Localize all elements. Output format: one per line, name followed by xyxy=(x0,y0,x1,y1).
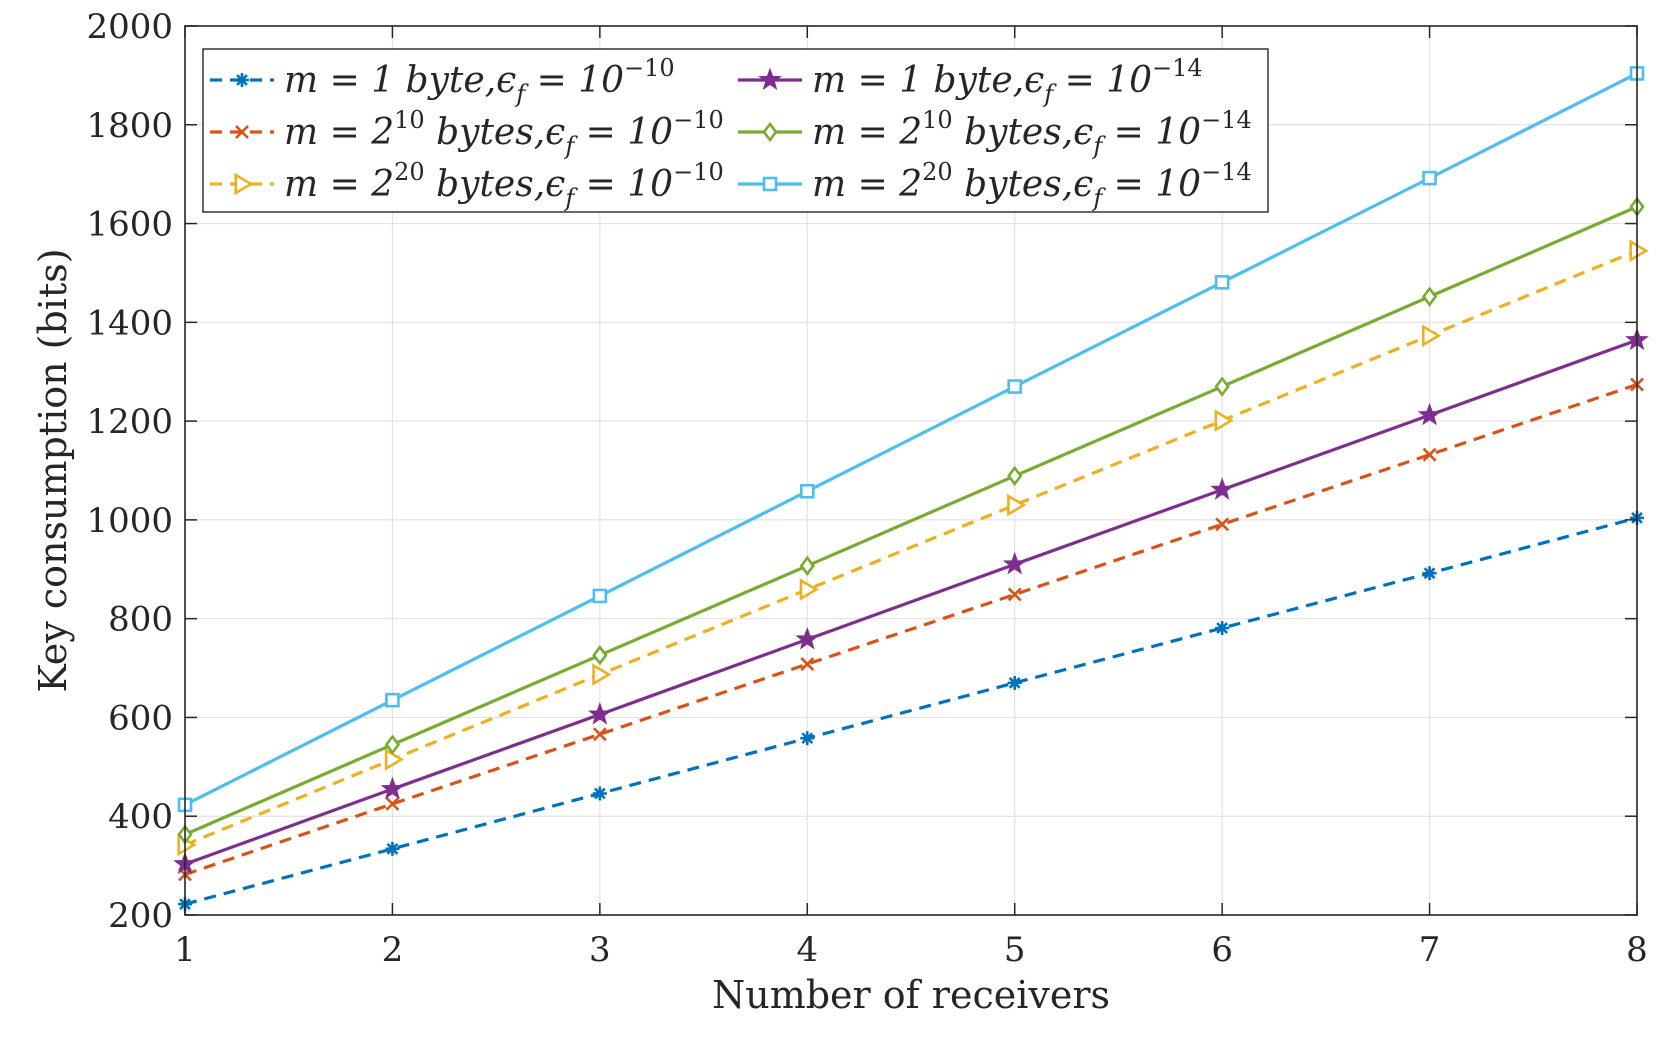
tick-labels: 1 2 3 4 5 6 7 8 200 400 600 800 1000 1200 1400 1600 1800… xyxy=(86,7,1647,970)
marker-star xyxy=(758,67,782,91)
series-3 xyxy=(177,239,1649,857)
series-line xyxy=(184,71,1638,807)
marker-asterisk xyxy=(1215,621,1230,636)
y-tick-label: 600 xyxy=(108,698,173,738)
axes xyxy=(184,25,1638,916)
series-2 xyxy=(178,377,1644,882)
marker-diamond xyxy=(762,121,778,143)
series-line xyxy=(184,205,1638,836)
y-tick-label: 200 xyxy=(108,896,173,936)
x-tick-label: 7 xyxy=(1419,930,1441,970)
x-tick-label: 8 xyxy=(1626,930,1648,970)
marker-x xyxy=(385,796,400,811)
marker-star xyxy=(1210,477,1235,500)
y-tick-label: 400 xyxy=(108,797,173,837)
axes-box xyxy=(184,25,1638,916)
marker-asterisk xyxy=(592,786,607,801)
marker-diamond xyxy=(384,734,401,755)
series-line xyxy=(184,383,1638,877)
marker-asterisk xyxy=(1422,566,1437,581)
x-tick-label: 2 xyxy=(382,930,404,970)
x-tick-label: 6 xyxy=(1211,930,1233,970)
marker-square xyxy=(592,588,608,604)
series-layer xyxy=(173,66,1649,912)
legend-box xyxy=(202,48,1269,213)
legend-label: m = 220 bytes,ϵf = 10−10 xyxy=(284,158,724,212)
y-tick-label: 1200 xyxy=(86,402,173,442)
marker-triangle-right xyxy=(384,748,404,771)
marker-square xyxy=(799,483,815,499)
marker-diamond xyxy=(1007,465,1023,487)
y-tick-label: 1000 xyxy=(86,501,173,541)
marker-triangle-right xyxy=(592,663,612,686)
y-axis-label: Key consumption (bits) xyxy=(31,248,75,692)
legend: m = 1 byte,ϵf = 10−10m = 210 bytes,ϵf = … xyxy=(202,48,1269,213)
marker-triangle-right xyxy=(799,578,819,601)
marker-x xyxy=(1422,447,1437,462)
legend-item-6: m = 220 bytes,ϵf = 10−14 xyxy=(738,158,1252,212)
marker-x xyxy=(592,727,607,742)
y-tick-label: 1600 xyxy=(86,205,173,245)
marker-square xyxy=(385,692,400,708)
x-tick-label: 4 xyxy=(796,930,818,970)
marker-star xyxy=(795,626,820,650)
marker-diamond xyxy=(592,645,608,666)
y-tick-label: 1800 xyxy=(86,106,173,146)
y-tick-label: 1400 xyxy=(86,303,173,343)
x-tick-label: 3 xyxy=(589,930,611,970)
marker-asterisk xyxy=(385,841,400,856)
legend-item-5: m = 210 bytes,ϵf = 10−14 xyxy=(738,106,1252,160)
x-tick-label: 1 xyxy=(174,930,196,970)
legend-label: m = 1 byte,ϵf = 10−10 xyxy=(284,54,675,108)
series-6 xyxy=(177,66,1645,813)
legend-label: m = 210 bytes,ϵf = 10−14 xyxy=(812,106,1252,160)
legend-item-3: m = 220 bytes,ϵf = 10−10 xyxy=(210,158,724,212)
marker-star xyxy=(587,702,612,725)
legend-label: m = 220 bytes,ϵf = 10−14 xyxy=(812,158,1252,212)
legend-label: m = 210 bytes,ϵf = 10−10 xyxy=(284,106,724,160)
legend-label: m = 1 byte,ϵf = 10−14 xyxy=(812,54,1203,108)
series-line xyxy=(184,249,1638,847)
marker-triangle-right xyxy=(1421,324,1442,347)
y-tick-label: 800 xyxy=(108,600,173,640)
marker-x xyxy=(1007,587,1022,602)
marker-triangle-right xyxy=(1214,409,1234,432)
y-tick-label: 2000 xyxy=(86,7,173,47)
marker-diamond xyxy=(1421,286,1438,307)
marker-triangle-right xyxy=(1629,239,1649,262)
legend-item-1: m = 1 byte,ϵf = 10−10 xyxy=(210,54,675,108)
series-5 xyxy=(177,196,1645,845)
x-axis-label: Number of receivers xyxy=(712,973,1110,1017)
marker-x xyxy=(800,657,815,672)
legend-item-4: m = 1 byte,ϵf = 10−14 xyxy=(738,54,1203,108)
marker-triangle-right xyxy=(234,172,254,196)
marker-square xyxy=(1422,170,1437,186)
marker-star xyxy=(1002,551,1027,575)
marker-triangle-right xyxy=(1007,493,1027,517)
marker-asterisk xyxy=(235,73,249,87)
marker-square xyxy=(1007,379,1023,394)
series-line xyxy=(184,516,1638,906)
x-tick-label: 5 xyxy=(1004,930,1026,970)
marker-star xyxy=(380,776,405,800)
marker-asterisk xyxy=(800,731,815,746)
series-line xyxy=(184,338,1638,866)
marker-star xyxy=(1417,402,1442,426)
marker-square xyxy=(762,176,778,192)
legend-item-2: m = 210 bytes,ϵf = 10−10 xyxy=(210,106,724,160)
marker-x xyxy=(235,125,249,139)
marker-x xyxy=(1215,517,1230,532)
marker-square xyxy=(1214,275,1230,290)
marker-asterisk xyxy=(1007,675,1022,690)
marker-diamond xyxy=(1214,376,1230,397)
marker-diamond xyxy=(799,555,815,576)
